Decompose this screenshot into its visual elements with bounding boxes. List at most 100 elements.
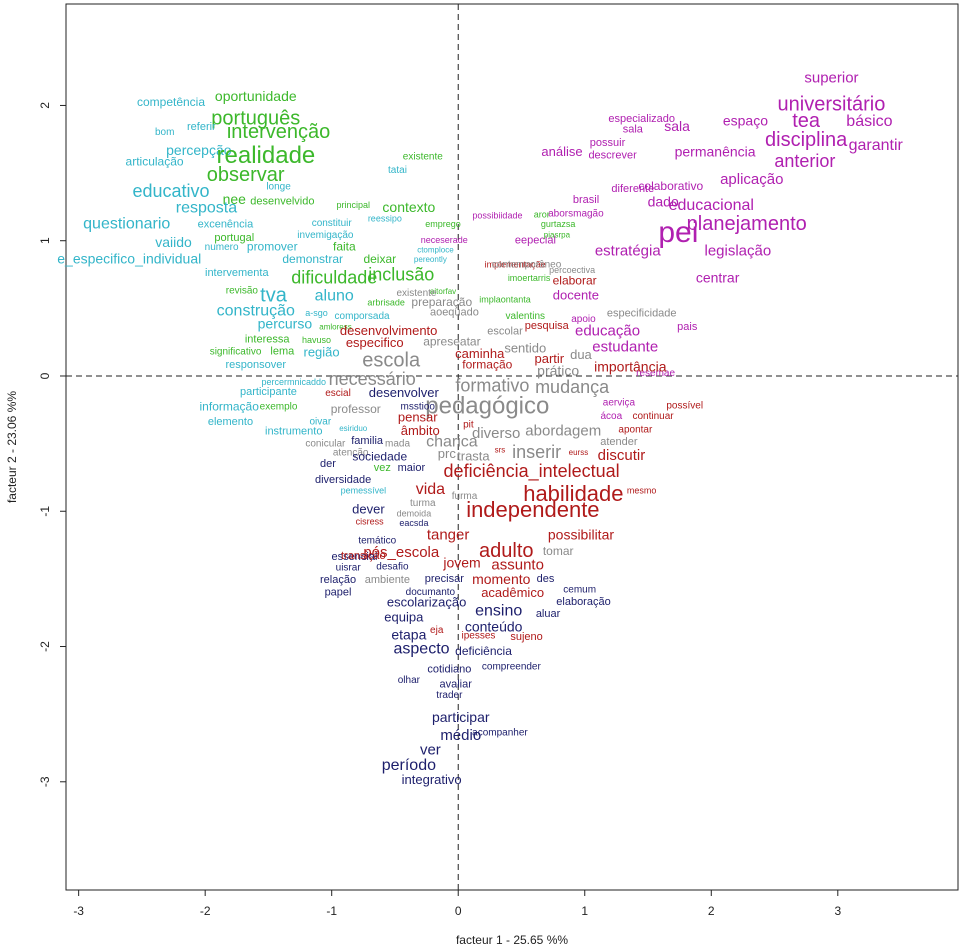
word-label: percepção <box>166 142 232 158</box>
word-label: implementaçãe <box>485 259 546 269</box>
word-label: havuso <box>302 335 331 345</box>
x-tick-label: 2 <box>708 904 715 918</box>
word-label: apontar <box>618 425 653 436</box>
word-label: lema <box>270 346 295 358</box>
word-label: acompanher <box>472 728 528 739</box>
word-label: português <box>211 107 300 129</box>
word-label: percurso <box>258 315 313 331</box>
word-label: pei <box>658 216 698 249</box>
word-label: permanência <box>675 143 756 159</box>
word-label: invemigação <box>297 230 354 241</box>
word-label: ambiente <box>365 574 410 586</box>
word-label: implaontanta <box>479 295 531 305</box>
word-label: tva <box>260 284 288 306</box>
word-label: deficiência_intelectual <box>444 461 620 482</box>
word-label: partir <box>535 351 565 366</box>
word-label: apreseatar <box>423 334 480 348</box>
word-label: mada <box>385 438 410 449</box>
word-label: descrever <box>588 149 637 161</box>
word-label: pemessível <box>341 485 387 495</box>
x-axis-title: facteur 1 - 25.65 %% <box>456 933 568 947</box>
word-label: escolar <box>487 325 523 337</box>
word-label: atender <box>600 436 638 448</box>
word-label: aborsmagão <box>548 208 604 219</box>
word-label: estratégia <box>595 243 662 260</box>
word-label: inserir <box>512 442 561 462</box>
word-label: sala <box>664 118 690 134</box>
word-label: faita <box>333 240 356 254</box>
word-label: neceserade <box>421 235 468 245</box>
word-label: desafio <box>376 561 409 572</box>
word-label: possibiidade <box>472 211 522 221</box>
word-label: significativo <box>210 346 262 357</box>
y-tick-label: -3 <box>38 776 52 787</box>
word-label: papel <box>325 586 352 598</box>
word-label: vez <box>374 462 391 474</box>
word-label: participar <box>432 709 490 725</box>
word-label: eja <box>430 625 444 636</box>
word-label: msstioo <box>401 402 436 413</box>
word-label: escola <box>362 349 421 371</box>
word-label: mudança <box>535 377 610 397</box>
word-label: tatai <box>388 165 407 176</box>
word-label: construção <box>217 302 295 319</box>
word-label: existente <box>396 288 436 299</box>
word-label: observar <box>207 164 285 186</box>
word-label: médio <box>440 727 481 744</box>
word-label: possuir <box>590 137 626 149</box>
word-label: piasrpa <box>544 230 571 239</box>
word-label: sociedade <box>352 449 407 463</box>
word-label: ipesses <box>462 630 496 641</box>
word-label: planejamento <box>687 213 807 235</box>
word-label: análise <box>541 144 582 159</box>
word-label: percoectiva <box>549 265 595 275</box>
word-label: tea <box>792 110 821 132</box>
word-label: período <box>382 757 436 774</box>
word-label: charica <box>426 433 478 450</box>
word-label: pais <box>677 321 698 333</box>
word-label: compreender <box>482 661 542 672</box>
y-tick-label: -1 <box>38 506 52 517</box>
word-label: possibilitar <box>548 526 614 542</box>
word-label: ctomploce <box>417 245 454 254</box>
word-label: integrativo <box>402 772 462 787</box>
word-label: discutir <box>598 447 646 464</box>
word-label: cisress <box>356 516 385 526</box>
word-label: professor <box>331 402 381 416</box>
x-tick-label: -3 <box>73 904 84 918</box>
word-label: transição <box>341 550 386 562</box>
y-axis-ticks: -3 -2 -1 0 1 2 <box>38 102 66 787</box>
word-label: srs <box>495 445 506 454</box>
word-label: sala <box>623 124 644 136</box>
x-tick-label: -2 <box>200 904 211 918</box>
word-label: conicular <box>305 438 346 449</box>
word-label: colaborativo <box>638 179 703 193</box>
word-label: educação <box>575 322 640 339</box>
word-label: oportunidade <box>215 88 297 104</box>
word-label: básico <box>846 113 892 130</box>
word-label: diversidade <box>315 474 371 486</box>
word-label: dado <box>648 194 679 210</box>
word-label: cotidiano <box>427 663 471 675</box>
word-label: dificuldade <box>291 267 377 287</box>
word-label: dever <box>352 501 385 516</box>
word-label: apoio <box>571 314 596 325</box>
word-label: aerviça <box>603 398 636 409</box>
word-label: intervementa <box>205 267 269 279</box>
word-label: desenvolvimento <box>340 323 438 338</box>
word-label: âmbito <box>401 423 440 438</box>
y-axis-title: facteur 2 - 23.06 %% <box>5 391 19 503</box>
word-label: intervenção <box>227 121 330 143</box>
word-label: demonstrar <box>282 252 343 266</box>
word-label: resposta <box>176 199 237 216</box>
word-label: pós_escola <box>363 544 440 561</box>
word-label: escial <box>325 388 351 399</box>
word-label: temático <box>358 536 396 547</box>
y-tick-label: -2 <box>38 641 52 652</box>
word-label: pedagógico <box>425 392 549 419</box>
word-label: cemum <box>563 584 596 595</box>
word-label: especializado <box>608 113 675 125</box>
word-label: informação <box>200 399 260 413</box>
word-label: educacional <box>669 197 754 214</box>
word-label: vaiido <box>155 234 192 250</box>
